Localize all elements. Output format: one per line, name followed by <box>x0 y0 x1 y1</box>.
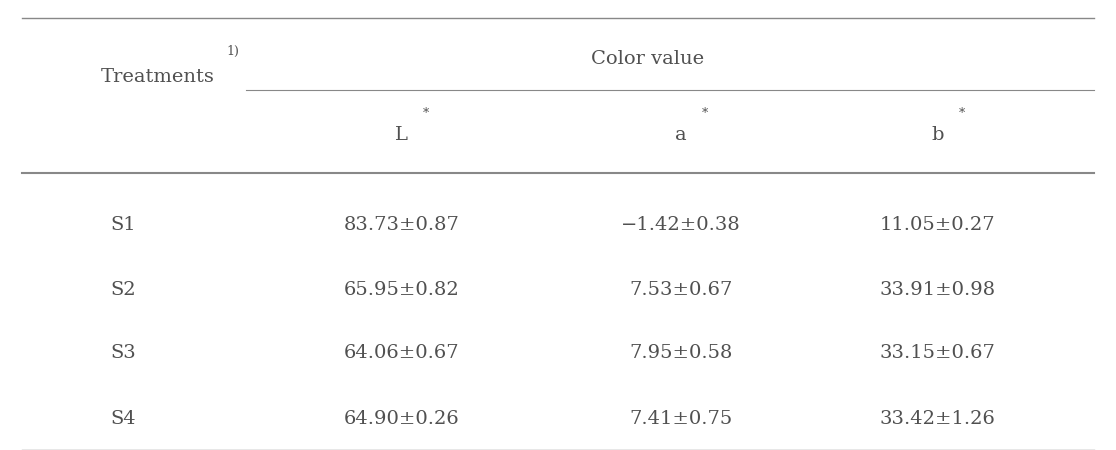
Text: *: * <box>702 107 709 120</box>
Text: L: L <box>395 126 408 144</box>
Text: Color value: Color value <box>590 50 704 68</box>
Text: S1: S1 <box>110 216 135 234</box>
Text: Treatments: Treatments <box>100 68 214 86</box>
Text: S4: S4 <box>110 410 135 427</box>
Text: 7.53±0.67: 7.53±0.67 <box>629 281 732 299</box>
Text: b: b <box>931 126 944 144</box>
Text: 33.91±0.98: 33.91±0.98 <box>879 281 995 299</box>
Text: 65.95±0.82: 65.95±0.82 <box>344 281 460 299</box>
Text: 33.15±0.67: 33.15±0.67 <box>879 344 995 362</box>
Text: *: * <box>959 107 965 120</box>
Text: 64.06±0.67: 64.06±0.67 <box>344 344 460 362</box>
Text: 33.42±1.26: 33.42±1.26 <box>879 410 995 427</box>
Text: 64.90±0.26: 64.90±0.26 <box>344 410 460 427</box>
Text: 83.73±0.87: 83.73±0.87 <box>344 216 460 234</box>
Text: 11.05±0.27: 11.05±0.27 <box>879 216 995 234</box>
Text: a: a <box>675 126 686 144</box>
Text: 7.95±0.58: 7.95±0.58 <box>629 344 732 362</box>
Text: S3: S3 <box>109 344 136 362</box>
Text: 7.41±0.75: 7.41±0.75 <box>629 410 732 427</box>
Text: 1): 1) <box>227 45 240 58</box>
Text: S2: S2 <box>110 281 135 299</box>
Text: *: * <box>423 107 430 120</box>
Text: −1.42±0.38: −1.42±0.38 <box>620 216 741 234</box>
